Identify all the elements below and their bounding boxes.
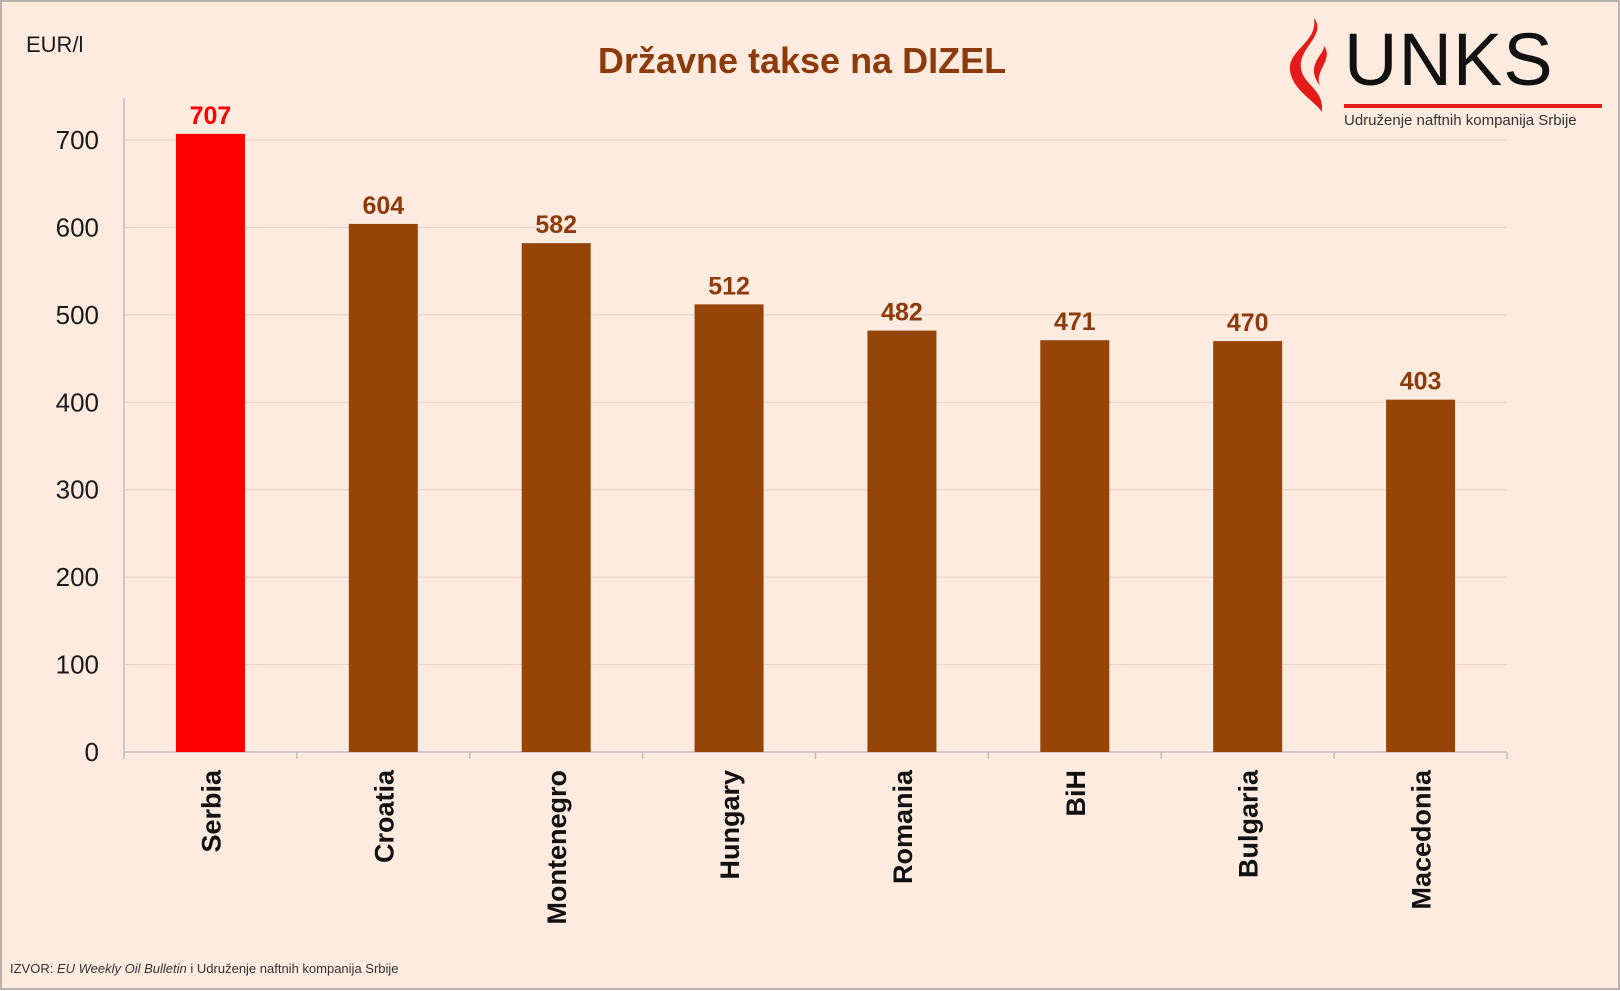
y-tick-label: 500 <box>56 300 99 330</box>
category-label: Macedonia <box>1407 769 1437 910</box>
bar <box>521 243 591 752</box>
flame-logo-icon <box>1289 18 1327 112</box>
y-tick-label: 600 <box>56 212 99 242</box>
value-label: 471 <box>1054 308 1096 336</box>
bar <box>867 330 937 752</box>
category-label: Bulgaria <box>1234 769 1264 878</box>
category-label: Croatia <box>369 769 399 863</box>
source-rest: i Udruženje naftnih kompanija Srbije <box>190 961 399 976</box>
bar <box>694 304 764 752</box>
y-tick-label: 300 <box>56 475 99 505</box>
source-publication: EU Weekly Oil Bulletin <box>56 961 187 976</box>
chart-title: Državne takse na DIZEL <box>597 40 1007 81</box>
category-label: Hungary <box>715 770 745 880</box>
category-label: Montenegro <box>542 770 572 925</box>
logo-subtitle: Udruženje naftnih kompanija Srbije <box>1344 112 1577 129</box>
value-label: 470 <box>1227 309 1269 337</box>
category-label: Serbia <box>196 769 226 853</box>
source-prefix: IZVOR: <box>10 961 54 976</box>
value-label: 582 <box>535 211 577 239</box>
value-label: 512 <box>708 272 750 300</box>
bar <box>1386 399 1456 752</box>
bar <box>1040 340 1110 752</box>
value-label: 707 <box>190 102 232 130</box>
unks-logo: UNKS Udruženje naftnih kompanija Srbije <box>1284 16 1604 129</box>
bar <box>348 223 418 753</box>
y-tick-label: 200 <box>56 562 99 592</box>
logo-underline <box>1344 104 1602 108</box>
category-label: Romania <box>888 769 918 884</box>
y-tick-label: 0 <box>85 737 99 767</box>
source-note: IZVOR: EU Weekly Oil Bulletin i Udruženj… <box>10 961 399 976</box>
logo-wordmark: UNKS <box>1344 18 1554 101</box>
y-tick-label: 700 <box>56 125 99 155</box>
bar <box>175 133 245 753</box>
value-label: 604 <box>362 192 404 220</box>
y-tick-label: 400 <box>56 387 99 417</box>
value-label: 482 <box>881 299 923 327</box>
y-axis-unit-label: EUR/l <box>26 32 84 57</box>
y-tick-label: 100 <box>56 650 99 680</box>
bar <box>1213 341 1283 752</box>
value-label: 403 <box>1400 368 1442 396</box>
category-label: BiH <box>1061 770 1091 817</box>
